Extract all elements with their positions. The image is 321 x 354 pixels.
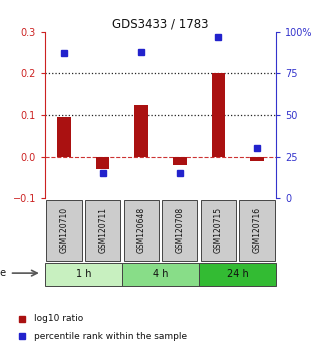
Text: 1 h: 1 h: [76, 269, 91, 279]
Bar: [57, 117, 71, 156]
Text: GSM120710: GSM120710: [60, 207, 69, 253]
Text: GSM120715: GSM120715: [214, 207, 223, 253]
FancyBboxPatch shape: [47, 200, 82, 261]
Text: log10 ratio: log10 ratio: [34, 314, 83, 323]
FancyBboxPatch shape: [124, 200, 159, 261]
Text: 4 h: 4 h: [153, 269, 168, 279]
Bar: [96, 156, 109, 169]
Text: percentile rank within the sample: percentile rank within the sample: [34, 332, 187, 341]
Title: GDS3433 / 1783: GDS3433 / 1783: [112, 18, 209, 31]
Text: GSM120711: GSM120711: [98, 207, 107, 253]
Bar: [134, 105, 148, 156]
FancyBboxPatch shape: [122, 263, 199, 285]
FancyBboxPatch shape: [239, 200, 274, 261]
FancyBboxPatch shape: [199, 263, 276, 285]
Text: GSM120708: GSM120708: [175, 207, 184, 253]
Text: 24 h: 24 h: [227, 269, 248, 279]
Bar: [212, 74, 225, 156]
FancyBboxPatch shape: [162, 200, 197, 261]
FancyBboxPatch shape: [201, 200, 236, 261]
Bar: [250, 156, 264, 161]
Text: GSM120716: GSM120716: [252, 207, 261, 253]
FancyBboxPatch shape: [85, 200, 120, 261]
Text: time: time: [0, 268, 6, 278]
FancyBboxPatch shape: [45, 263, 122, 285]
Bar: [173, 156, 187, 165]
Text: GSM120648: GSM120648: [137, 207, 146, 253]
